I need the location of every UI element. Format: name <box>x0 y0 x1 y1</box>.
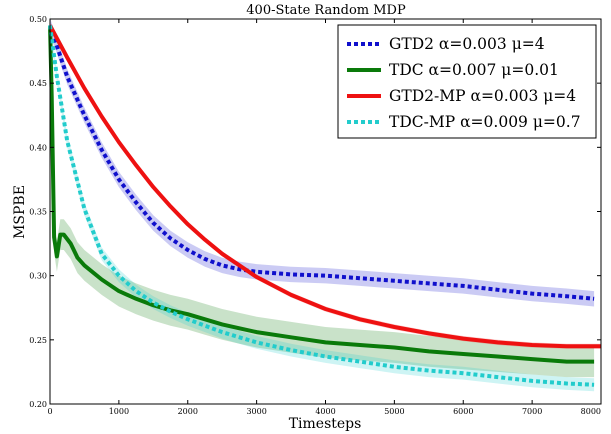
line-series-1 <box>48 25 595 364</box>
y-tick-label: 0.45 <box>29 79 47 88</box>
legend-label-1: TDC α=0.007 μ=0.01 <box>389 61 559 79</box>
legend: GTD2 α=0.003 μ=4 TDC α=0.007 μ=0.01 GTD2-M… <box>337 24 597 139</box>
x-tick-label: 3000 <box>246 407 266 416</box>
y-tick-label: 0.30 <box>29 272 47 281</box>
x-tick-label: 5000 <box>384 407 404 416</box>
legend-label-2: GTD2-MP α=0.003 μ=4 <box>389 87 576 105</box>
y-tick-label: 0.50 <box>29 15 47 24</box>
legend-items: GTD2 α=0.003 μ=4 TDC α=0.007 μ=0.01 GTD2-M… <box>347 35 581 131</box>
y-axis-label: MSPBE <box>12 185 28 239</box>
y-tick-label: 0.20 <box>29 400 47 409</box>
x-tick-label: 1000 <box>109 407 129 416</box>
line-series-3 <box>48 25 595 387</box>
chart-title: 400-State Random MDP <box>246 3 406 18</box>
x-tick-label: 0 <box>47 407 52 416</box>
x-tick-label: 8000 <box>581 407 601 416</box>
y-axis-ticks: 0.20 0.25 0.30 0.35 0.40 0.45 0.50 <box>29 15 601 409</box>
y-tick-label: 0.40 <box>29 143 47 152</box>
x-axis-ticks: 0 1000 2000 3000 4000 5000 6000 7000 8000 <box>47 19 602 416</box>
line-series-0 <box>48 24 595 301</box>
series-lines <box>48 24 601 387</box>
y-tick-label: 0.25 <box>29 336 47 345</box>
y-tick-label: 0.35 <box>29 208 47 217</box>
x-tick-label: 2000 <box>178 407 198 416</box>
x-tick-label: 6000 <box>453 407 473 416</box>
legend-box <box>337 24 597 139</box>
line-series-2 <box>48 24 601 349</box>
x-tick-label: 7000 <box>522 407 542 416</box>
x-axis-label: Timesteps <box>289 416 362 432</box>
legend-label-3: TDC-MP α=0.009 μ=0.7 <box>389 113 581 131</box>
x-tick-label: 4000 <box>315 407 335 416</box>
legend-label-0: GTD2 α=0.003 μ=4 <box>389 35 545 53</box>
